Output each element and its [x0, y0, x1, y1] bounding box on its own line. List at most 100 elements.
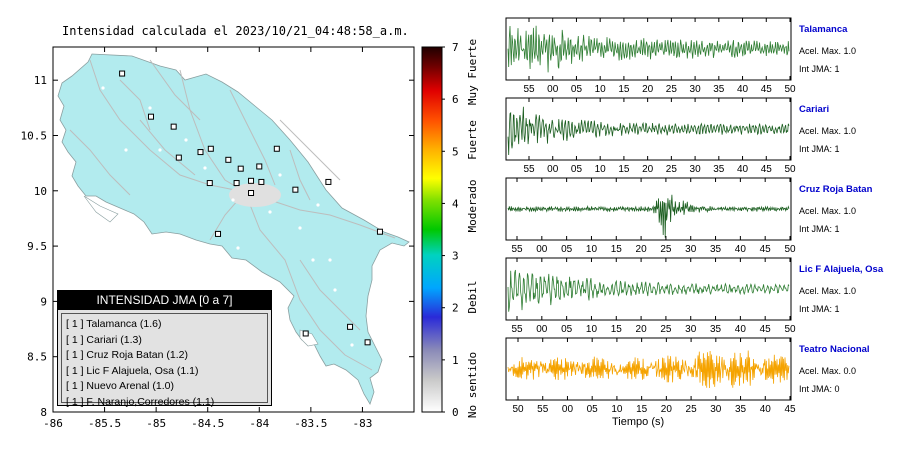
legend-inner-frame: [ 1 ] Talamanca (1.6) [ 1 ] Cariari (1.3)… [61, 313, 268, 408]
time-tick-label: 15 [618, 164, 630, 175]
y-tick-label: 11 [34, 74, 47, 87]
seismogram-panel: 50 55 00 05 10 15 20 25 30 35 40 45 [505, 337, 796, 415]
y-tick-label: 9 [40, 295, 47, 308]
time-axis: 55 00 05 10 15 20 25 30 35 40 45 50 [511, 178, 796, 255]
colorbar-category-label: Fuerte [466, 120, 479, 160]
colorbar-tick-label: 0 [452, 406, 459, 419]
station-name: Talamanca [799, 24, 848, 35]
colorbar-tick-label: 4 [452, 197, 459, 210]
colorbar-category-label: No sentido [466, 352, 479, 418]
time-tick-label: 25 [660, 324, 672, 335]
square-marker-icon [147, 113, 154, 120]
station-name: Cariari [799, 104, 830, 115]
time-axis: 55 00 05 10 15 20 25 30 35 40 45 50 [523, 98, 796, 175]
time-tick-label: 50 [512, 404, 524, 415]
colorbar-tick-label: 2 [452, 302, 459, 315]
station-name: Teatro Nacional [799, 344, 870, 355]
x-tick-label: -85 [146, 417, 166, 430]
square-marker-icon [258, 178, 265, 185]
map-x-axis: -86 -85.5 -85 -84.5 -84 -83.5 -83 [43, 47, 372, 430]
road [289, 149, 311, 201]
square-marker-icon [237, 165, 244, 172]
time-tick-label: 40 [737, 84, 749, 95]
y-tick-label: 9.5 [27, 240, 47, 253]
city-dot [316, 203, 320, 207]
legend-item: [ 1 ] Nuevo Arenal (1.0) [66, 380, 174, 392]
time-tick-label: 05 [561, 244, 573, 255]
time-tick-label: 55 [523, 164, 535, 175]
seismogram-panel: 55 00 05 10 15 20 25 30 35 40 45 50 [505, 97, 796, 175]
station-max-accel: Acel. Max. 1.0 [799, 206, 857, 216]
time-axis-label: Tiempo (s) [612, 416, 665, 428]
legend-item: [ 1 ] Cariari (1.3) [66, 333, 142, 346]
time-tick-label: 40 [735, 244, 747, 255]
seismogram-panel: 55 00 05 10 15 20 25 30 35 40 45 50 [505, 177, 796, 255]
city-dot [328, 258, 332, 262]
road [179, 69, 246, 193]
square-marker-icon [175, 154, 182, 161]
colorbar-category-label: Muy Fuerte [466, 39, 479, 105]
station-max-accel: Acel. Max. 1.0 [799, 46, 857, 56]
square-marker-icon [248, 177, 255, 184]
legend-item: [ 1 ] Lic F Alajuela, Osa (1.1) [66, 364, 199, 377]
station-name: Lic F Alajuela, Osa [799, 264, 884, 275]
time-tick-label: 35 [735, 404, 747, 415]
time-tick-label: 35 [713, 164, 725, 175]
square-marker-icon [325, 178, 332, 185]
intensity-legend: INTENSIDAD JMA [0 a 7] [ 1 ] Talamanca (… [57, 290, 272, 408]
central-valley-urban-area [229, 183, 281, 207]
time-tick-label: 25 [686, 404, 698, 415]
city-dot [101, 86, 105, 90]
colorbar-tick-label: 6 [452, 93, 459, 106]
square-marker-icon [248, 190, 255, 196]
time-tick-label: 00 [562, 404, 574, 415]
time-tick-label: 05 [561, 324, 573, 335]
time-tick-label: 55 [511, 244, 523, 255]
time-tick-label: 50 [784, 84, 796, 95]
intensity-colorbar [421, 46, 443, 413]
road [119, 79, 151, 131]
time-axis: 55 00 05 10 15 20 25 30 35 40 45 50 [523, 18, 796, 95]
map-frame [52, 46, 415, 413]
road [279, 119, 341, 181]
city-dot [203, 166, 207, 170]
x-tick-label: -83 [352, 417, 372, 430]
seismogram-panel: 55 00 05 10 15 20 25 30 35 40 45 50 [505, 17, 796, 95]
time-tick-label: 10 [586, 244, 598, 255]
time-tick-label: 35 [710, 244, 722, 255]
city-dot [311, 258, 315, 262]
station-jma-intensity: Int JMA: 1 [799, 64, 840, 74]
time-tick-label: 15 [618, 84, 630, 95]
legend-header: INTENSIDAD JMA [0 a 7] [58, 291, 271, 310]
time-tick-label: 15 [611, 324, 623, 335]
square-marker-icon [197, 149, 204, 156]
square-marker-icon [376, 228, 383, 235]
time-tick-label: 05 [571, 84, 583, 95]
time-tick-label: 10 [586, 324, 598, 335]
colorbar-tick-label: 1 [452, 354, 459, 367]
city-dot [124, 148, 128, 152]
city-markers [101, 86, 354, 347]
time-tick-label: 20 [636, 324, 648, 335]
square-marker-icon [233, 180, 240, 187]
time-tick-label: 50 [784, 324, 796, 335]
time-tick-label: 50 [784, 244, 796, 255]
time-tick-label: 35 [710, 324, 722, 335]
time-tick-label: 30 [685, 324, 697, 335]
seismogram-panel: 55 00 05 10 15 20 25 30 35 40 45 50 [505, 257, 796, 335]
station-jma-intensity: Int JMA: 1 [799, 304, 840, 314]
time-tick-label: 10 [595, 164, 607, 175]
x-tick-label: -84 [249, 417, 269, 430]
city-dot [158, 148, 162, 152]
time-tick-label: 20 [642, 84, 654, 95]
time-tick-label: 25 [666, 164, 678, 175]
y-tick-label: 10 [34, 185, 47, 198]
square-marker-icon [364, 339, 371, 346]
square-marker-icon [256, 163, 263, 170]
y-tick-label: 10.5 [21, 129, 48, 142]
time-tick-label: 55 [537, 404, 549, 415]
station-name: Cruz Roja Batan [799, 184, 873, 195]
legend-item: [ 1 ] Cruz Roja Batan (1.2) [66, 349, 188, 361]
time-tick-label: 25 [660, 244, 672, 255]
